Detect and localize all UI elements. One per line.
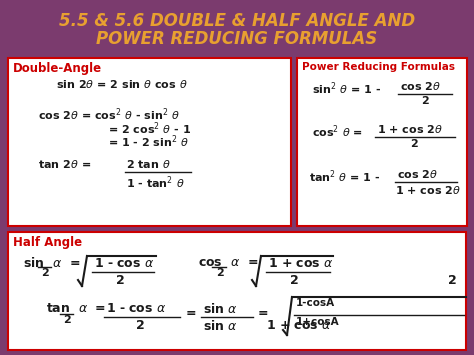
FancyBboxPatch shape (8, 58, 291, 226)
Text: 2: 2 (410, 139, 418, 149)
Text: 2: 2 (448, 274, 457, 287)
FancyBboxPatch shape (297, 58, 467, 226)
Text: tan$^2$ $\theta$ = 1 -: tan$^2$ $\theta$ = 1 - (309, 168, 381, 185)
Text: sin $\alpha$: sin $\alpha$ (203, 319, 238, 333)
Text: tan  $\alpha$  =: tan $\alpha$ = (46, 302, 106, 315)
Text: 1 - cos $\alpha$: 1 - cos $\alpha$ (106, 302, 166, 315)
Text: Half Angle: Half Angle (13, 236, 82, 249)
Text: = 2 cos$^2$ $\theta$ - 1: = 2 cos$^2$ $\theta$ - 1 (108, 120, 191, 137)
Text: cos 2$\theta$: cos 2$\theta$ (400, 80, 441, 92)
Text: 2: 2 (290, 274, 299, 287)
Text: tan 2$\theta$ =: tan 2$\theta$ = (38, 158, 91, 170)
Text: 5.5 & 5.6 DOUBLE & HALF ANGLE AND: 5.5 & 5.6 DOUBLE & HALF ANGLE AND (59, 12, 415, 30)
FancyBboxPatch shape (8, 232, 466, 350)
Text: sin 2$\theta$ = 2 sin $\theta$ cos $\theta$: sin 2$\theta$ = 2 sin $\theta$ cos $\the… (56, 78, 188, 90)
Text: POWER REDUCING FORMULAS: POWER REDUCING FORMULAS (96, 30, 378, 48)
Text: cos 2$\theta$: cos 2$\theta$ (397, 168, 438, 180)
Text: 1 + cos $\alpha$: 1 + cos $\alpha$ (266, 319, 332, 332)
Text: 1 + cos $\alpha$: 1 + cos $\alpha$ (268, 257, 334, 270)
Text: sin $\alpha$: sin $\alpha$ (203, 302, 238, 316)
Text: Power Reducing Formulas: Power Reducing Formulas (302, 62, 455, 72)
Text: cos$^2$ $\theta$ =: cos$^2$ $\theta$ = (312, 123, 363, 140)
Text: 2: 2 (116, 274, 125, 287)
Text: 1 + cos 2$\theta$: 1 + cos 2$\theta$ (377, 123, 443, 135)
Text: 2: 2 (136, 319, 145, 332)
Text: 2: 2 (216, 268, 224, 278)
Text: 2: 2 (421, 96, 429, 106)
Text: =: = (186, 307, 197, 320)
Text: =: = (258, 307, 269, 320)
Text: 1-cosA: 1-cosA (296, 298, 335, 308)
Text: 1+cosA: 1+cosA (296, 317, 340, 327)
Text: 1 + cos 2$\theta$: 1 + cos 2$\theta$ (395, 184, 461, 196)
Text: cos  $\alpha$  =: cos $\alpha$ = (198, 256, 258, 269)
Text: = 1 - 2 sin$^2$ $\theta$: = 1 - 2 sin$^2$ $\theta$ (108, 133, 189, 149)
Text: 1 - cos $\alpha$: 1 - cos $\alpha$ (94, 257, 155, 270)
Text: 1 - tan$^2$ $\theta$: 1 - tan$^2$ $\theta$ (126, 174, 185, 191)
Text: sin  $\alpha$  =: sin $\alpha$ = (23, 256, 81, 270)
Text: Double-Angle: Double-Angle (13, 62, 102, 75)
Text: 2: 2 (41, 268, 49, 278)
Text: 2: 2 (63, 315, 71, 325)
Text: 2 tan $\theta$: 2 tan $\theta$ (126, 158, 171, 170)
Text: cos 2$\theta$ = cos$^2$ $\theta$ - sin$^2$ $\theta$: cos 2$\theta$ = cos$^2$ $\theta$ - sin$^… (38, 106, 180, 122)
Text: sin$^2$ $\theta$ = 1 -: sin$^2$ $\theta$ = 1 - (312, 80, 381, 97)
